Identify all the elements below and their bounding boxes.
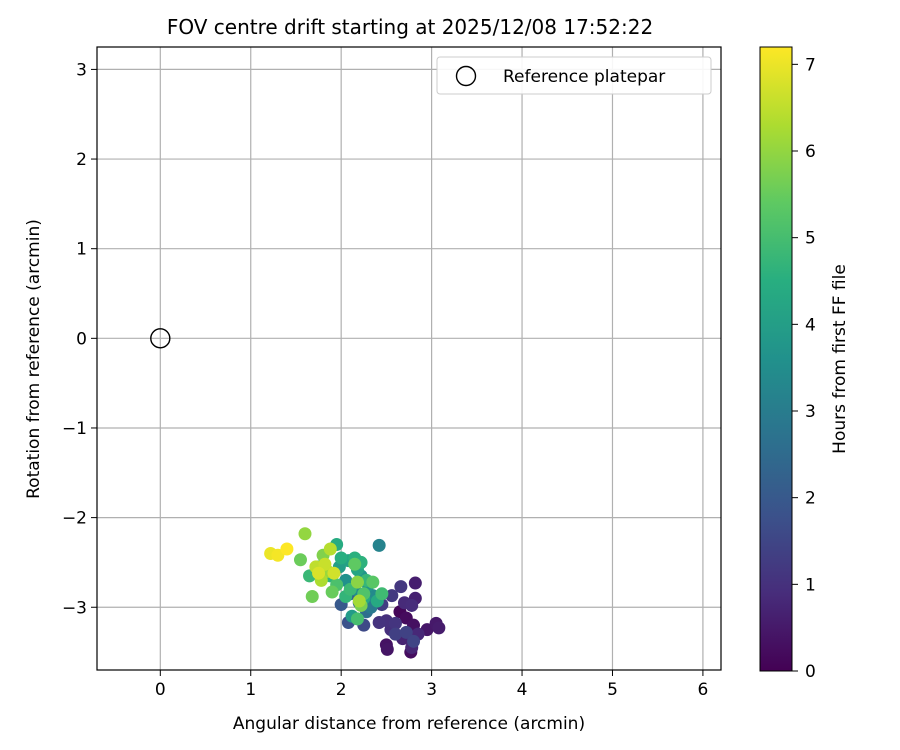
- data-point: [325, 585, 339, 599]
- data-point: [405, 598, 419, 612]
- data-point: [348, 557, 362, 571]
- data-point: [432, 621, 446, 635]
- legend: Reference platepar: [436, 56, 712, 95]
- data-point: [298, 527, 312, 541]
- scatter-points: [264, 527, 446, 659]
- colorbar: 0 1 2 3 4 5 6 7 Hours from first FF file: [759, 46, 850, 682]
- x-tick-label: 0: [155, 680, 166, 700]
- data-point: [394, 580, 408, 594]
- y-tick-label: 2: [76, 150, 87, 170]
- data-point: [350, 612, 364, 626]
- colorbar-tick-label: 1: [805, 575, 816, 595]
- data-point: [305, 589, 319, 603]
- x-axis-ticks: 0 1 2 3 4 5 6: [155, 670, 708, 700]
- y-tick-label: −3: [62, 598, 87, 618]
- y-tick-label: 0: [76, 329, 87, 349]
- data-point: [372, 615, 386, 629]
- data-point: [380, 642, 394, 656]
- reference-platepar-marker: [150, 328, 171, 349]
- x-axis-label: Angular distance from reference (arcmin): [233, 714, 585, 734]
- data-point: [327, 566, 341, 580]
- legend-label: Reference platepar: [503, 67, 665, 87]
- x-tick-label: 4: [517, 680, 528, 700]
- data-point: [388, 627, 402, 641]
- reference-marker-layer: [150, 328, 171, 349]
- legend-marker-icon: [455, 65, 477, 87]
- y-axis-ticks: −3 −2 −1 0 1 2 3: [62, 60, 97, 618]
- data-point: [375, 587, 389, 601]
- data-point: [350, 575, 364, 589]
- data-point: [408, 576, 422, 590]
- y-tick-label: 3: [76, 60, 87, 80]
- data-point: [388, 616, 402, 630]
- colorbar-tick-label: 2: [805, 489, 816, 509]
- data-point: [334, 551, 348, 565]
- data-point: [352, 594, 366, 608]
- colorbar-gradient: [759, 46, 793, 672]
- colorbar-label: Hours from first FF file: [830, 264, 850, 454]
- y-tick-label: −1: [62, 419, 87, 439]
- data-point: [271, 548, 285, 562]
- colorbar-tick-label: 3: [805, 402, 816, 422]
- x-tick-label: 3: [426, 680, 437, 700]
- data-point: [385, 589, 399, 603]
- colorbar-tick-label: 4: [805, 315, 816, 335]
- colorbar-ticks: 0 1 2 3 4 5 6 7: [792, 55, 816, 682]
- legend-box: [436, 56, 712, 95]
- data-point: [323, 542, 337, 556]
- data-point: [293, 553, 307, 567]
- colorbar-tick-label: 6: [805, 142, 816, 162]
- colorbar-tick-label: 7: [805, 55, 816, 75]
- data-point: [366, 575, 380, 589]
- x-tick-label: 5: [607, 680, 618, 700]
- plot-frame: [96, 46, 722, 671]
- data-point: [372, 538, 386, 552]
- data-point: [399, 625, 413, 639]
- data-point: [280, 542, 294, 556]
- grid-lines: [97, 47, 721, 670]
- colorbar-tick-label: 5: [805, 229, 816, 249]
- colorbar-tick-label: 0: [805, 662, 816, 682]
- data-point: [407, 634, 421, 648]
- y-tick-label: −2: [62, 509, 87, 529]
- y-tick-label: 1: [76, 240, 87, 260]
- x-tick-label: 6: [697, 680, 708, 700]
- y-axis-label: Rotation from reference (arcmin): [24, 219, 44, 499]
- x-tick-label: 1: [245, 680, 256, 700]
- data-point: [312, 566, 326, 580]
- chart-title: FOV centre drift starting at 2025/12/08 …: [167, 15, 653, 39]
- x-tick-label: 2: [336, 680, 347, 700]
